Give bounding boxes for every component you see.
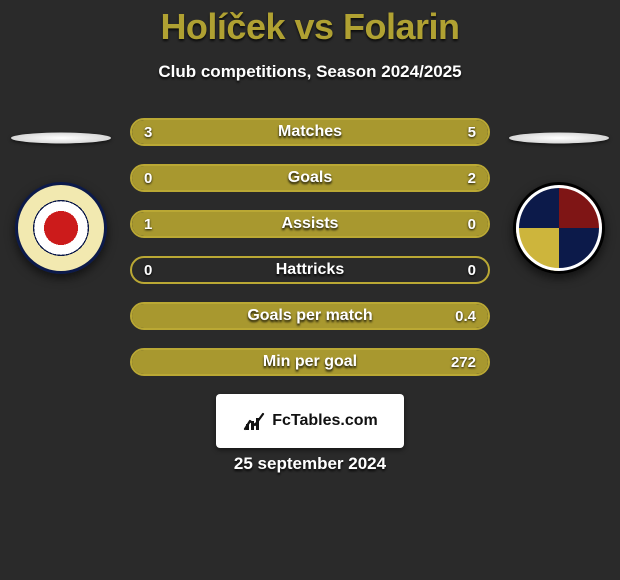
stat-right-value: 0 bbox=[468, 212, 476, 236]
stat-row-matches: 3 5 Matches bbox=[130, 118, 490, 146]
stat-row-mpg: 272 Min per goal bbox=[130, 348, 490, 376]
stat-row-hattricks: 0 0 Hattricks bbox=[130, 256, 490, 284]
stat-row-assists: 1 0 Assists bbox=[130, 210, 490, 238]
stat-row-goals: 0 2 Goals bbox=[130, 164, 490, 192]
stat-fill-left bbox=[132, 212, 488, 236]
stat-fill-right bbox=[132, 350, 488, 374]
page-subtitle: Club competitions, Season 2024/2025 bbox=[0, 62, 620, 82]
stat-right-value: 2 bbox=[468, 166, 476, 190]
stat-right-value: 0.4 bbox=[455, 304, 476, 328]
brand-text: FcTables.com bbox=[272, 412, 378, 430]
stat-fill-right bbox=[267, 120, 488, 144]
stat-right-value: 272 bbox=[451, 350, 476, 374]
left-dash-icon bbox=[11, 133, 111, 144]
stat-fill-right bbox=[132, 304, 488, 328]
stat-label: Hattricks bbox=[132, 258, 488, 282]
stat-row-gpm: 0.4 Goals per match bbox=[130, 302, 490, 330]
stat-left-value: 1 bbox=[144, 212, 152, 236]
stat-left-value: 3 bbox=[144, 120, 152, 144]
right-side bbox=[504, 125, 614, 274]
stat-right-value: 0 bbox=[468, 258, 476, 282]
page-title: Holíček vs Folarin bbox=[0, 0, 620, 48]
brand-pill[interactable]: FcTables.com bbox=[216, 394, 404, 448]
right-dash-icon bbox=[509, 133, 609, 144]
date-text: 25 september 2024 bbox=[0, 454, 620, 474]
left-club-badge bbox=[15, 182, 107, 274]
right-club-badge bbox=[513, 182, 605, 274]
left-side bbox=[6, 125, 116, 274]
stats-column: 3 5 Matches 0 2 Goals 1 0 Assists 0 0 Ha… bbox=[130, 118, 490, 376]
stat-left-value: 0 bbox=[144, 258, 152, 282]
stat-fill-right bbox=[132, 166, 488, 190]
stat-right-value: 5 bbox=[468, 120, 476, 144]
stat-left-value: 0 bbox=[144, 166, 152, 190]
chart-icon bbox=[242, 409, 266, 433]
